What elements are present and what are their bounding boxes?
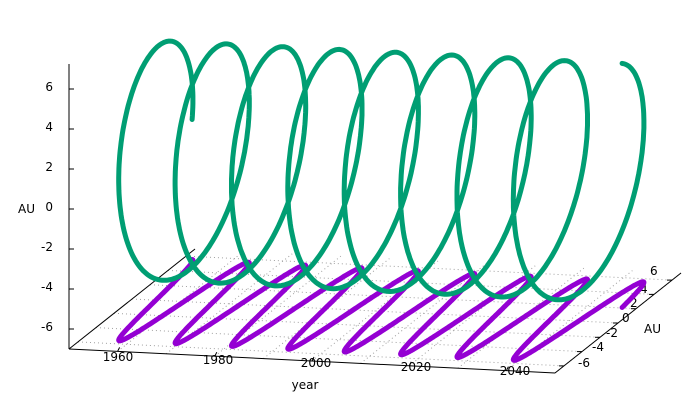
grid-line [165, 253, 293, 355]
z-tick-label: 4 [45, 120, 53, 134]
z-tick-label: -6 [41, 320, 53, 334]
grid-line [360, 263, 487, 364]
grid-line [95, 327, 583, 353]
y-tick-label: 2 [630, 296, 638, 310]
x-tick-mark [214, 351, 218, 357]
x-tick-label: 2040 [500, 364, 531, 378]
x-axis-label: year [292, 378, 319, 392]
y-axis-label: AU [644, 322, 661, 336]
axis-line [68, 248, 196, 350]
grid-line [311, 260, 439, 362]
z-tick-label: 2 [45, 160, 53, 174]
series-line-helix [116, 38, 647, 303]
x-tick-label: 1960 [103, 350, 134, 364]
x-tick-mark [505, 366, 509, 371]
y-axis-ticks: 6 4 2 0 -2 -4 -6 [578, 264, 658, 370]
x-tick-label: 1980 [203, 353, 234, 367]
y-tick-label: -6 [578, 356, 590, 370]
x-tick-mark [117, 347, 121, 352]
y-tick-label: 0 [622, 311, 630, 325]
grid-line [506, 270, 633, 371]
z-tick-label: -4 [41, 280, 53, 294]
axes [68, 64, 682, 374]
z-tick-label: 6 [45, 80, 53, 94]
x-axis-ticks: 1960 1980 2000 2020 2040 [103, 350, 531, 378]
grid-line [214, 255, 342, 357]
y-tick-label: -2 [606, 326, 618, 340]
z-tick-label: -2 [41, 240, 53, 254]
z-axis-ticks: 6 4 2 0 -2 -4 -6 [41, 80, 53, 334]
x-tick-label: 2000 [301, 356, 332, 370]
z-axis-label: AU [18, 202, 35, 216]
y-tick-label: 6 [650, 264, 658, 278]
z-tick-label: 0 [45, 200, 53, 214]
y-tick-label: -4 [592, 340, 604, 354]
x-tick-label: 2020 [401, 360, 432, 374]
x-tick-mark [311, 356, 315, 362]
y-tick-label: 4 [640, 282, 648, 296]
x-tick-mark [408, 361, 412, 367]
